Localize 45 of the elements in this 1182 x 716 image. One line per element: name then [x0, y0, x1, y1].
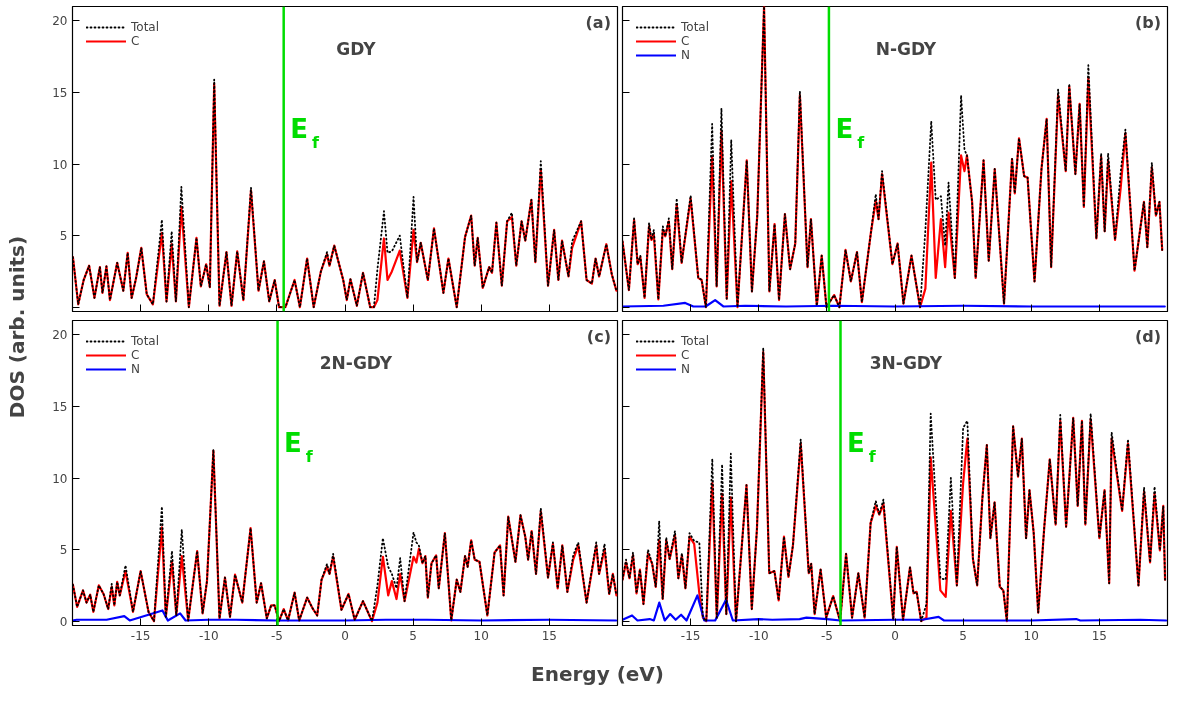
legend-label: Total	[681, 20, 710, 34]
annotation: (d)	[1134, 326, 1161, 346]
annotation: (c)	[586, 326, 611, 346]
y-tick-label: 5	[59, 229, 68, 244]
x-tick-label: -15	[130, 628, 151, 643]
x-tick-label: 5	[409, 628, 417, 643]
legend-label: Total	[131, 20, 160, 34]
legend-label: Total	[681, 334, 710, 348]
x-tick-label: -10	[748, 628, 769, 643]
legend-label: N	[681, 48, 691, 62]
text: N-GDY	[875, 39, 937, 60]
x-tick-label: -5	[270, 628, 283, 643]
y-tick-label: 5	[59, 543, 68, 558]
x-axis-title: Energy (eV)	[531, 661, 664, 686]
legend-label: Total	[131, 334, 160, 348]
annotation: (b)	[1134, 12, 1161, 32]
y-tick-label: 0	[59, 614, 68, 629]
text: GDY	[336, 39, 377, 60]
x-tick-label: 0	[891, 628, 899, 643]
legend-label: C	[131, 34, 141, 48]
x-tick-label: 15	[541, 628, 558, 643]
x-tick-label: 15	[1091, 628, 1108, 643]
line-series	[72, 609, 618, 622]
x-tick-label: 10	[1023, 628, 1039, 643]
y-tick-label: 20	[52, 14, 68, 29]
x-tick-label: -5	[820, 628, 833, 643]
y-tick-label: 15	[52, 85, 68, 100]
y-tick-label: 10	[52, 471, 68, 486]
legend-label: N	[131, 362, 141, 376]
y-tick-label: 10	[52, 157, 68, 172]
x-tick-label: 10	[473, 628, 489, 643]
x-tick-label: -15	[680, 628, 701, 643]
y-tick-label: 20	[52, 328, 68, 343]
annotation: (a)	[585, 12, 611, 32]
text: 3N-GDY	[869, 353, 943, 374]
y-axis-title: DOS (arb. units)	[4, 235, 29, 419]
legend-label: C	[131, 348, 141, 362]
text: 2N-GDY	[319, 353, 393, 374]
x-tick-label: 0	[341, 628, 349, 643]
legend-label: C	[681, 348, 691, 362]
y-tick-label: 15	[52, 399, 68, 414]
legend-label: C	[681, 34, 691, 48]
x-tick-label: -10	[198, 628, 219, 643]
legend-label: N	[681, 362, 691, 376]
x-tick-label: 5	[959, 628, 967, 643]
